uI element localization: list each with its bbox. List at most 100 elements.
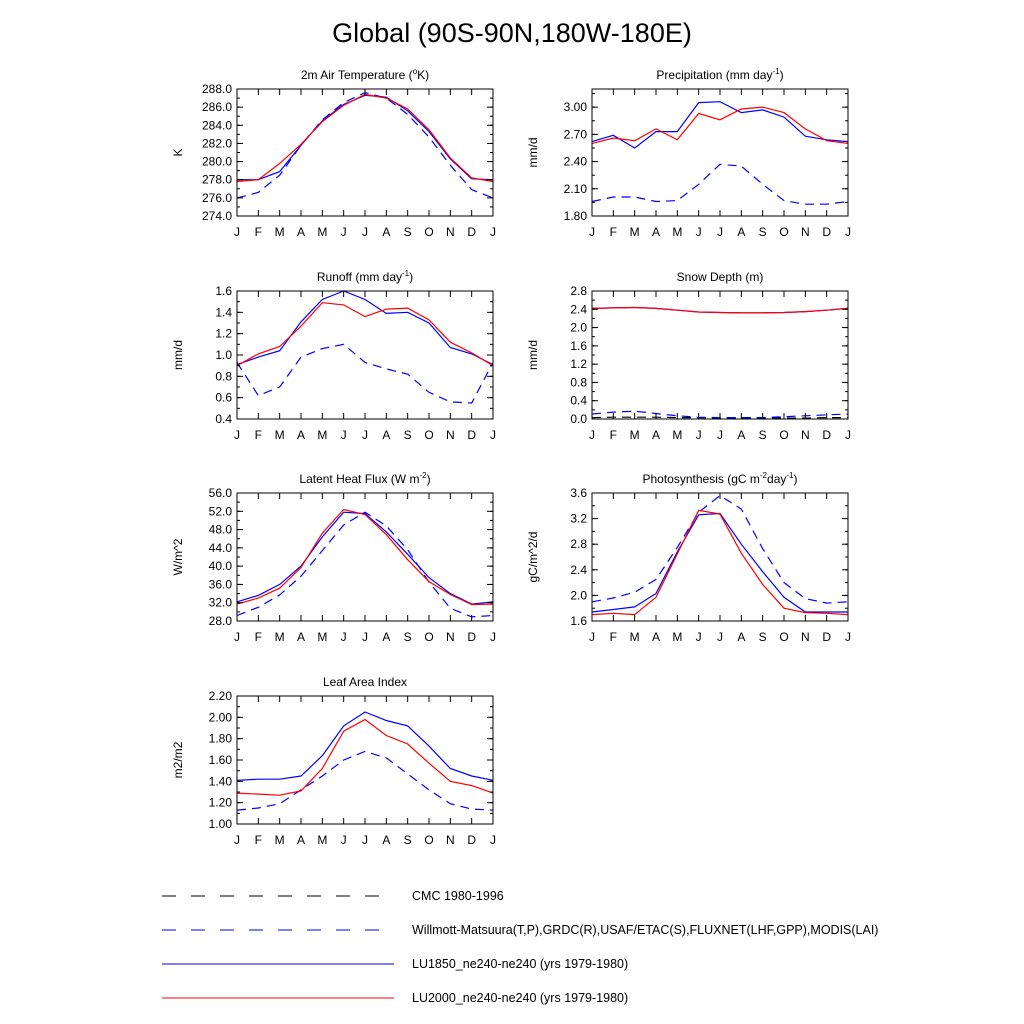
x-tick-label: O bbox=[779, 630, 788, 644]
y-tick-label: 2.10 bbox=[564, 182, 588, 196]
x-tick-label: S bbox=[759, 428, 767, 442]
y-tick-label: 3.6 bbox=[570, 486, 587, 500]
series-line-3 bbox=[236, 93, 494, 183]
x-tick-label: O bbox=[779, 428, 788, 442]
y-tick-label: 1.6 bbox=[570, 614, 587, 628]
x-tick-label: N bbox=[801, 428, 810, 442]
y-tick-label: 32.0 bbox=[209, 596, 233, 610]
x-tick-label: A bbox=[737, 225, 745, 239]
x-tick-label: J bbox=[341, 428, 347, 442]
x-tick-label: J bbox=[341, 225, 347, 239]
x-tick-label: S bbox=[759, 225, 767, 239]
x-tick-label: D bbox=[467, 428, 476, 442]
x-tick-label: J bbox=[845, 225, 851, 239]
y-tick-label: 1.80 bbox=[209, 732, 233, 746]
legend: CMC 1980-1996 Willmott-Matsuura(T,P),GRDC… bbox=[162, 889, 878, 1005]
panel-title: Precipitation (mm day-1) bbox=[656, 67, 783, 82]
x-tick-label: N bbox=[801, 225, 810, 239]
legend-label-2: Willmott-Matsuura(T,P),GRDC(R),USAF/ETAC… bbox=[412, 923, 878, 937]
x-tick-label: M bbox=[317, 630, 327, 644]
x-tick-label: D bbox=[822, 630, 831, 644]
x-tick-label: S bbox=[404, 833, 412, 847]
x-tick-label: M bbox=[672, 630, 682, 644]
x-tick-label: O bbox=[779, 225, 788, 239]
x-tick-label: A bbox=[652, 630, 660, 644]
y-tick-label: 2.4 bbox=[570, 302, 587, 316]
x-tick-label: J bbox=[696, 428, 702, 442]
x-tick-label: J bbox=[362, 428, 368, 442]
x-tick-label: M bbox=[317, 225, 327, 239]
x-tick-label: J bbox=[490, 833, 496, 847]
y-tick-label: 0.6 bbox=[215, 391, 232, 405]
x-tick-label: F bbox=[255, 833, 262, 847]
panel-3: Runoff (mm day-1)J F M A M J J A S O N D J0.40.60.81… bbox=[171, 269, 496, 442]
y-tick-label: 2.8 bbox=[570, 537, 587, 551]
series-line-2 bbox=[236, 290, 494, 366]
x-tick-label: J bbox=[845, 630, 851, 644]
plot-frame bbox=[591, 290, 849, 420]
y-tick-label: 2.8 bbox=[570, 284, 587, 298]
x-tick-label: M bbox=[275, 428, 285, 442]
x-tick-label: J bbox=[589, 630, 595, 644]
series-group bbox=[591, 101, 849, 205]
y-tick-label: 1.6 bbox=[570, 339, 587, 353]
x-tick-label: N bbox=[446, 630, 455, 644]
x-tick-label: J bbox=[341, 833, 347, 847]
y-tick-label: 274.0 bbox=[202, 209, 232, 223]
panel-1: 2m Air Temperature (oK)J F M A M J J A S O N D J274.… bbox=[171, 67, 496, 239]
x-tick-label: J bbox=[362, 630, 368, 644]
y-tick-label: 2.0 bbox=[570, 588, 587, 602]
x-tick-label: O bbox=[424, 428, 433, 442]
legend-label-4: LU2000_ne240-ne240 (yrs 1979-1980) bbox=[412, 991, 628, 1005]
series-group bbox=[591, 306, 849, 419]
x-tick-label: M bbox=[275, 630, 285, 644]
y-tick-label: 1.00 bbox=[209, 817, 233, 831]
x-tick-label: A bbox=[737, 428, 745, 442]
x-tick-label: J bbox=[696, 630, 702, 644]
x-tick-label: M bbox=[275, 833, 285, 847]
y-tick-label: 286.0 bbox=[202, 100, 232, 114]
panel-title: Latent Heat Flux (W m-2) bbox=[299, 471, 430, 486]
x-tick-label: S bbox=[759, 630, 767, 644]
y-axis-label: K bbox=[171, 148, 185, 156]
x-tick-label: A bbox=[652, 428, 660, 442]
x-tick-label: D bbox=[467, 833, 476, 847]
y-tick-label: 44.0 bbox=[209, 541, 233, 555]
panel-4: Snow Depth (m)J F M A M J J A S O N D J0.00.40.81.21… bbox=[526, 270, 851, 442]
y-tick-label: 1.2 bbox=[570, 357, 587, 371]
x-tick-label: J bbox=[696, 225, 702, 239]
y-tick-label: 276.0 bbox=[202, 191, 232, 205]
y-tick-label: 2.00 bbox=[209, 710, 233, 724]
x-tick-label: O bbox=[424, 225, 433, 239]
x-tick-label: A bbox=[652, 225, 660, 239]
x-tick-label: A bbox=[382, 428, 390, 442]
y-tick-label: 1.2 bbox=[215, 327, 232, 341]
x-tick-label: D bbox=[467, 225, 476, 239]
series-line-3 bbox=[236, 718, 494, 796]
y-tick-label: 2.20 bbox=[209, 689, 233, 703]
y-tick-label: 1.0 bbox=[215, 348, 232, 362]
y-axis-label: mm/d bbox=[526, 138, 540, 168]
y-tick-label: 278.0 bbox=[202, 173, 232, 187]
x-tick-label: A bbox=[297, 833, 305, 847]
series-line-1 bbox=[236, 91, 494, 199]
x-tick-label: A bbox=[737, 630, 745, 644]
y-tick-label: 28.0 bbox=[209, 614, 233, 628]
series-line-3 bbox=[591, 509, 849, 616]
x-tick-label: F bbox=[255, 428, 262, 442]
panel-title: Snow Depth (m) bbox=[677, 270, 764, 284]
x-tick-label: J bbox=[717, 225, 723, 239]
y-tick-label: 1.4 bbox=[215, 305, 232, 319]
x-tick-label: J bbox=[589, 225, 595, 239]
x-tick-label: S bbox=[404, 225, 412, 239]
x-tick-label: A bbox=[297, 428, 305, 442]
x-tick-label: M bbox=[317, 833, 327, 847]
x-tick-label: A bbox=[382, 225, 390, 239]
x-tick-label: M bbox=[317, 428, 327, 442]
series-line-1 bbox=[236, 343, 494, 404]
y-tick-label: 284.0 bbox=[202, 118, 232, 132]
x-tick-label: N bbox=[446, 428, 455, 442]
x-tick-label: F bbox=[255, 225, 262, 239]
x-tick-label: J bbox=[362, 225, 368, 239]
